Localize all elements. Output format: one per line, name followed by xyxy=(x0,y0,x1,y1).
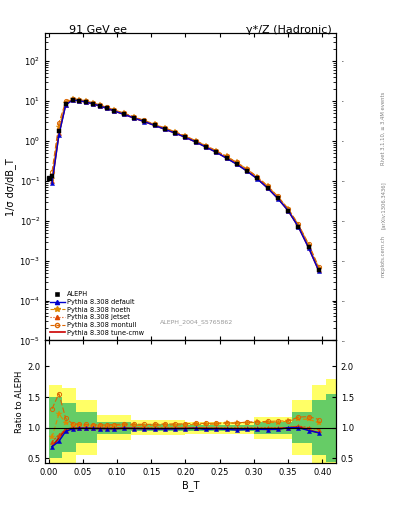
Text: γ*/Z (Hadronic): γ*/Z (Hadronic) xyxy=(246,25,332,35)
Y-axis label: 1/σ dσ/dB_T: 1/σ dσ/dB_T xyxy=(6,158,17,216)
Text: [arXiv:1306.3436]: [arXiv:1306.3436] xyxy=(381,181,386,229)
Legend: ALEPH, Pythia 8.308 default, Pythia 8.308 hoeth, Pythia 8.308 jetset, Pythia 8.3: ALEPH, Pythia 8.308 default, Pythia 8.30… xyxy=(48,290,145,337)
Text: Rivet 3.1.10, ≥ 3.4M events: Rivet 3.1.10, ≥ 3.4M events xyxy=(381,91,386,165)
X-axis label: B_T: B_T xyxy=(182,480,199,491)
Text: 91 GeV ee: 91 GeV ee xyxy=(69,25,127,35)
Text: ALEPH_2004_S5765862: ALEPH_2004_S5765862 xyxy=(160,319,233,325)
Y-axis label: Ratio to ALEPH: Ratio to ALEPH xyxy=(15,371,24,433)
Text: mcplots.cern.ch: mcplots.cern.ch xyxy=(381,235,386,277)
